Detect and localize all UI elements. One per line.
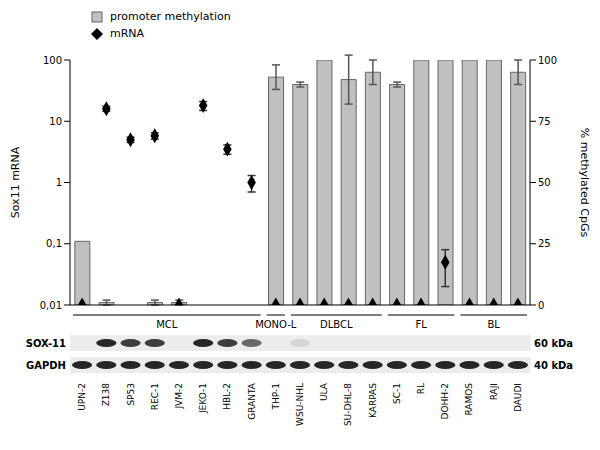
svg-text:SU-DHL-8: SU-DHL-8 [343, 383, 353, 426]
svg-text:FL: FL [415, 319, 427, 330]
svg-text:RAJI: RAJI [489, 383, 499, 400]
svg-text:% methylated CpGs: % methylated CpGs [578, 128, 591, 238]
svg-text:GAPDH: GAPDH [26, 360, 66, 371]
svg-text:Sox11 mRNA: Sox11 mRNA [9, 146, 22, 218]
svg-text:THP-1: THP-1 [271, 383, 281, 410]
svg-text:DAUDI: DAUDI [513, 383, 523, 412]
svg-text:1: 1 [56, 177, 62, 188]
svg-text:DOHH-2: DOHH-2 [440, 383, 450, 420]
svg-text:MCL: MCL [156, 319, 178, 330]
svg-text:Z138: Z138 [101, 383, 111, 407]
svg-text:0,01: 0,01 [40, 300, 62, 311]
svg-text:JVM-2: JVM-2 [174, 383, 184, 410]
svg-text:50: 50 [538, 177, 551, 188]
svg-text:SC-1: SC-1 [392, 383, 402, 404]
svg-text:DLBCL: DLBCL [320, 319, 353, 330]
svg-text:60 kDa: 60 kDa [534, 338, 573, 349]
svg-text:75: 75 [538, 116, 551, 127]
svg-text:ULA: ULA [319, 382, 329, 401]
html-text:promoter methylation: promoter methylation [110, 10, 231, 23]
svg-text:SOX-11: SOX-11 [26, 338, 66, 349]
svg-text:RAMOS: RAMOS [464, 383, 474, 416]
svg-text:100: 100 [43, 55, 62, 66]
svg-text:KARPAS: KARPAS [368, 383, 378, 418]
svg-text:40 kDa: 40 kDa [534, 360, 573, 371]
svg-text:BL: BL [487, 319, 500, 330]
svg-text:10: 10 [49, 116, 62, 127]
svg-text:100: 100 [538, 55, 557, 66]
svg-text:RL: RL [416, 383, 426, 394]
svg-text:MONO-L: MONO-L [255, 319, 297, 330]
svg-text:SP53: SP53 [126, 383, 136, 406]
svg-text:WSU-NHL: WSU-NHL [295, 383, 305, 426]
svg-text:UPN-2: UPN-2 [77, 383, 87, 411]
svg-text:0: 0 [538, 300, 544, 311]
html-text:mRNA: mRNA [110, 27, 145, 40]
svg-text:JEKO-1: JEKO-1 [198, 383, 208, 414]
svg-text:REC-1: REC-1 [150, 383, 160, 410]
svg-text:GRANTA: GRANTA [247, 382, 257, 420]
svg-text:HBL-2: HBL-2 [222, 383, 232, 410]
svg-text:25: 25 [538, 238, 551, 249]
svg-text:0,1: 0,1 [46, 238, 62, 249]
